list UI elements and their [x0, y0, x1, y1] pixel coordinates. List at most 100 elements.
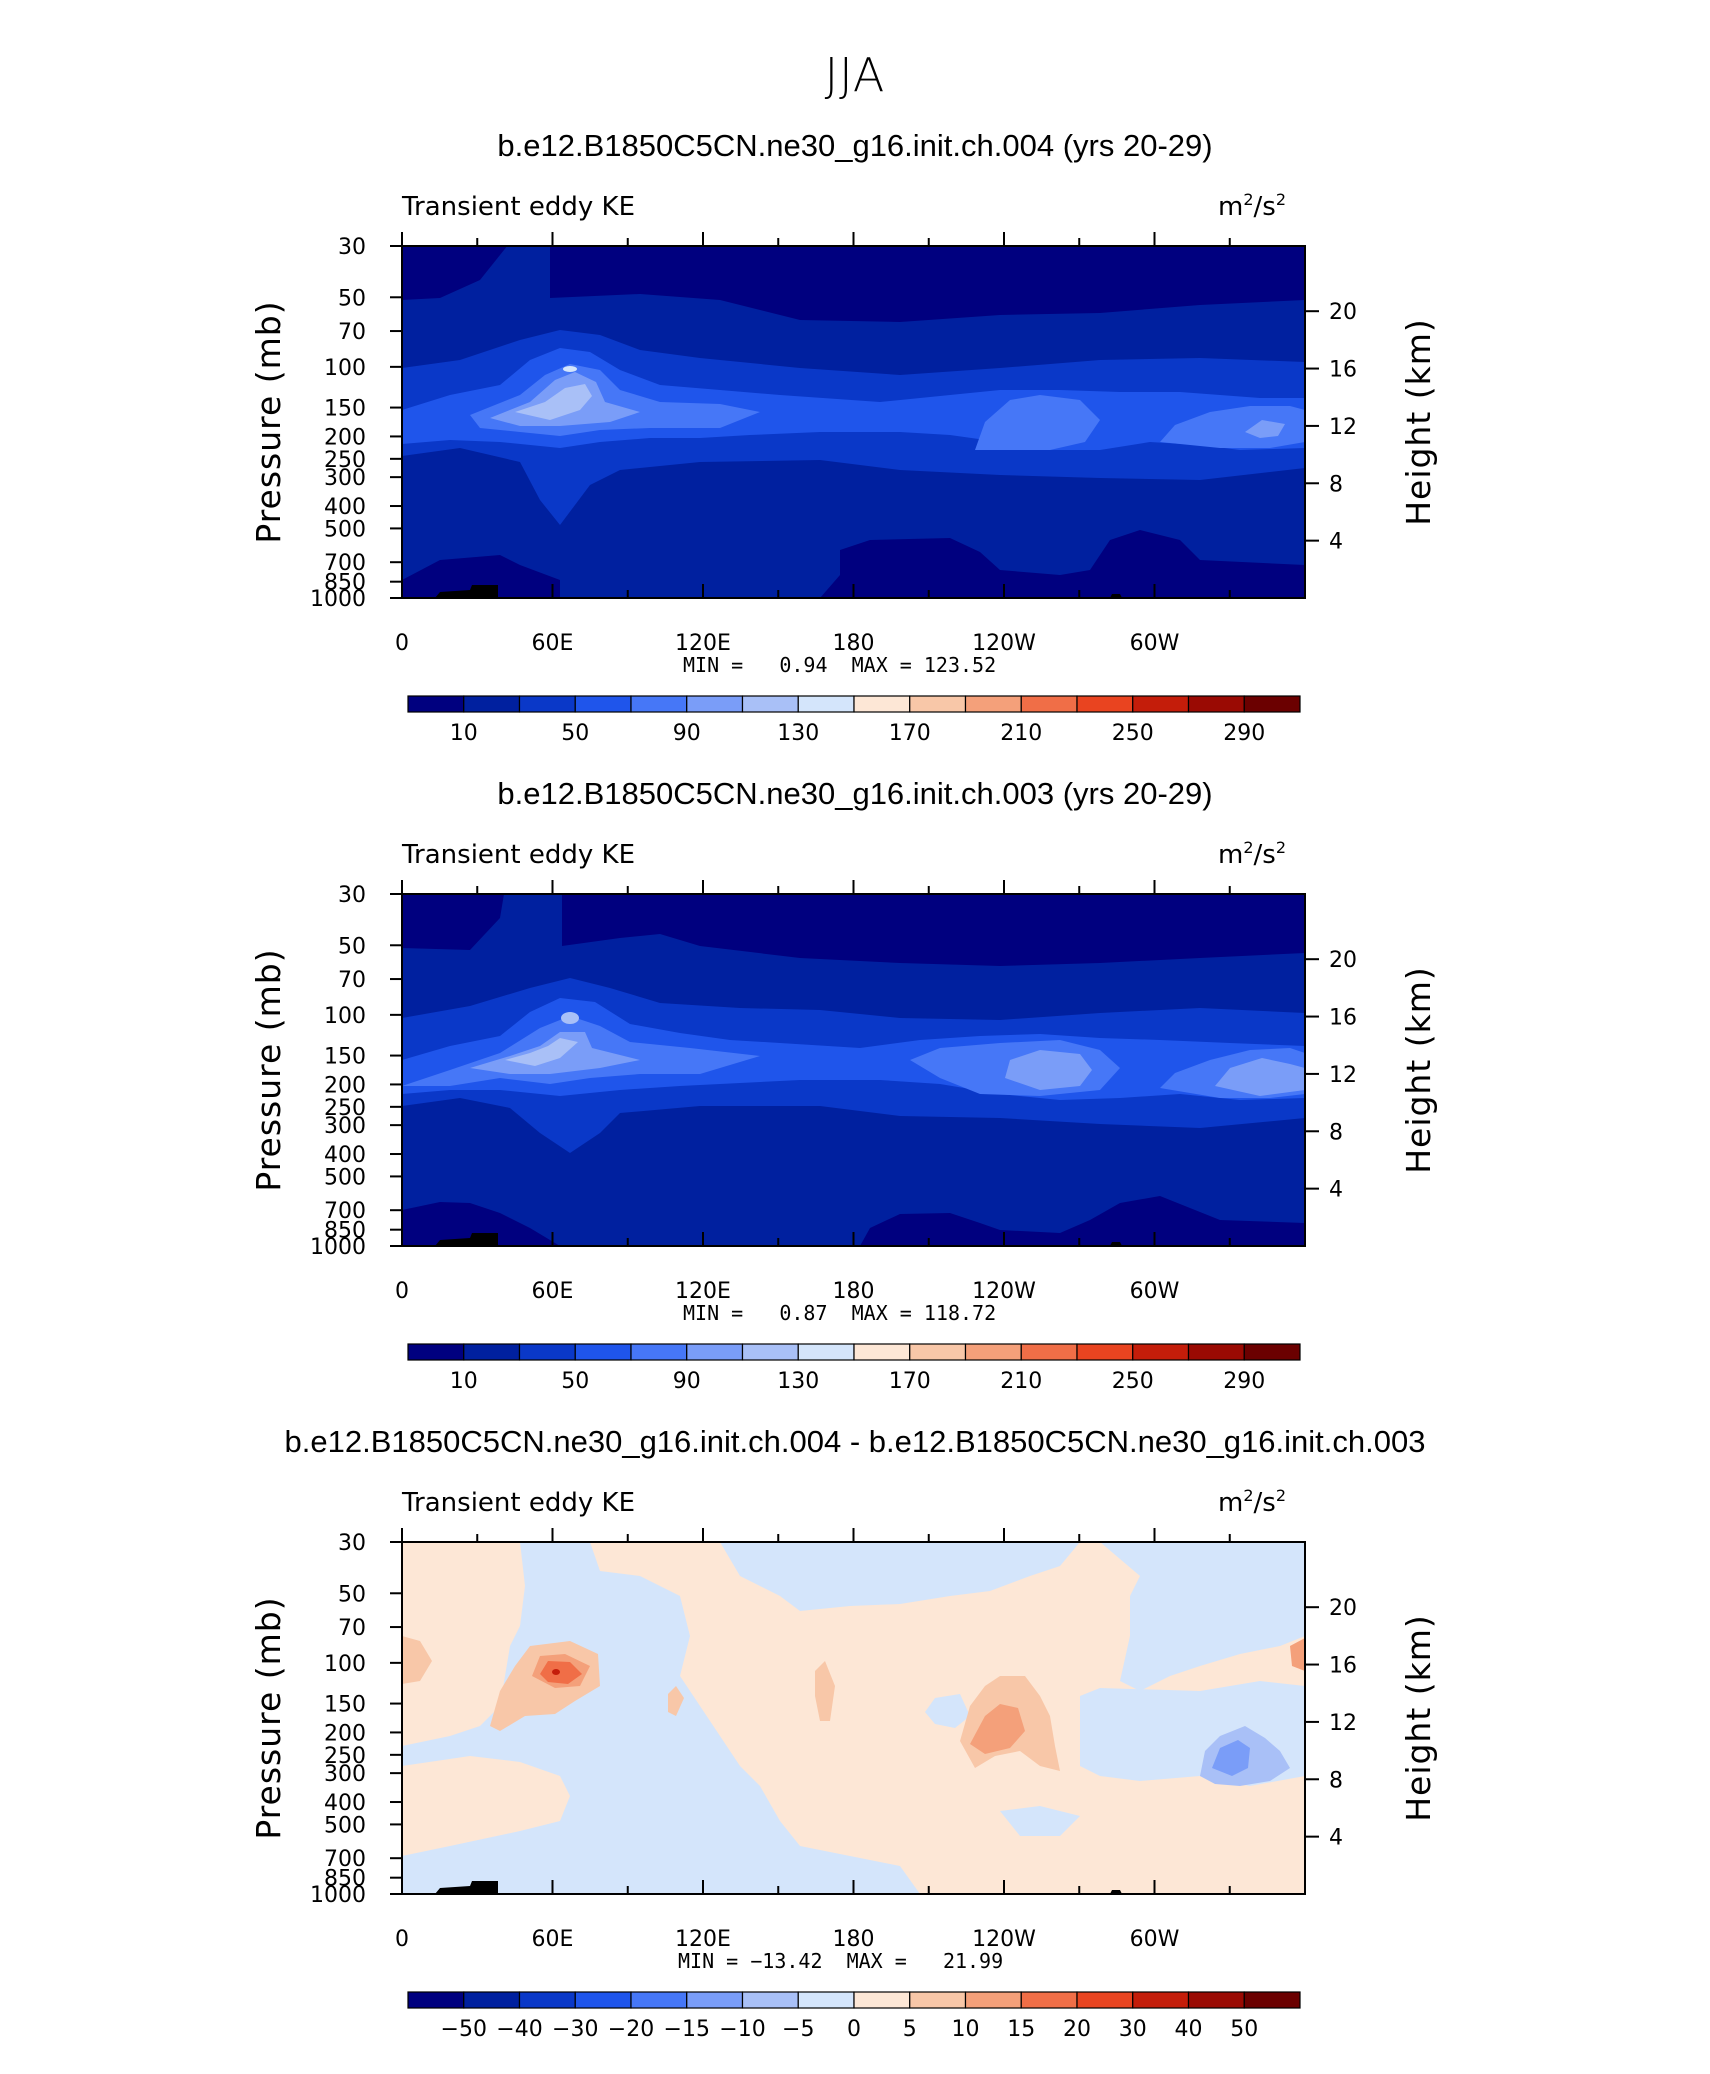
y-tick-label: 200 [324, 425, 366, 450]
x-tick-label: 120E [675, 631, 731, 656]
min-label: MIN = [683, 653, 756, 677]
colorbar-label: 250 [1112, 721, 1154, 746]
x-tick-label: 60W [1130, 1279, 1180, 1304]
colorbar-1: 10 50 90 130 170 210 250 290 [0, 692, 1710, 752]
colorbar-box [1132, 1343, 1190, 1361]
colorbar-box [909, 695, 967, 713]
y-tick-label: 500 [324, 1813, 366, 1838]
colorbar-label: 40 [1175, 2017, 1203, 2042]
x-tick-label: 0 [395, 1279, 409, 1304]
colorbar-box [463, 1343, 521, 1361]
contour-neg-core [1212, 1740, 1250, 1776]
min-value: 0.94 [779, 653, 828, 677]
colorbar-box [1076, 1343, 1134, 1361]
colorbar-label: 50 [561, 721, 589, 746]
contour-upper-dark [402, 246, 1305, 322]
colorbar-box [463, 1991, 521, 2009]
y2-ticks: 20 16 12 8 4 [1305, 1596, 1357, 1851]
y-tick-label: 100 [324, 356, 366, 381]
y-tick-label: 200 [324, 1721, 366, 1746]
y-tick-label: 400 [324, 1143, 366, 1168]
topography-1 [435, 1881, 498, 1894]
y-tick-label: 50 [338, 1582, 366, 1607]
y-tick-label: 100 [324, 1004, 366, 1029]
max-label: MAX = [851, 653, 924, 677]
x-tick-label: 0 [395, 1927, 409, 1952]
x-tick-label: 180 [833, 1927, 875, 1952]
colorbar-box [407, 1343, 465, 1361]
contour-neg-east [720, 1542, 1080, 1611]
colorbar-label: −5 [782, 2017, 814, 2042]
colorbar-1-scale: 10 50 90 130 170 210 250 290 [407, 695, 1301, 746]
min-value: 0.87 [779, 1301, 828, 1325]
x-tick-label: 60E [532, 631, 574, 656]
contour-pos-peak [552, 1669, 560, 1675]
y2-tick-label: 8 [1329, 1120, 1343, 1145]
colorbar-box [463, 695, 521, 713]
y-tick-label: 300 [324, 466, 366, 491]
colorbar-box [407, 1991, 465, 2009]
contour-low-central [820, 530, 1305, 598]
colorbar-label: 10 [450, 721, 478, 746]
panel-1-plot: 0 60E 120E 180 120W 60W 30 50 70 100 150 200250300… [249, 190, 1438, 656]
y-tick-label: 700 [324, 1847, 366, 1872]
left-label: Transient eddy KE [401, 1488, 635, 1518]
contour-peak [561, 1012, 579, 1024]
max-value: 118.72 [923, 1301, 997, 1325]
y2-tick-label: 8 [1329, 1768, 1343, 1793]
colorbar-box [1020, 1991, 1078, 2009]
y-axis-label: Pressure (mb) [249, 948, 288, 1191]
min-label: MIN = [678, 1949, 751, 1973]
colorbar-label: 130 [777, 721, 819, 746]
colorbar-label: 250 [1112, 1369, 1154, 1394]
x-tick-label: 60W [1130, 1927, 1180, 1952]
contour-upper-dark [402, 894, 1305, 966]
y-tick-label: 100 [324, 1652, 366, 1677]
y-tick-label: 300 [324, 1114, 366, 1139]
colorbar-label: 5 [903, 2017, 917, 2042]
max-value: 123.52 [923, 653, 997, 677]
colorbar-label: −10 [719, 2017, 765, 2042]
contour-pos-east-edge [1290, 1638, 1305, 1671]
y-axis-label: Pressure (mb) [249, 1596, 288, 1839]
left-label: Transient eddy KE [401, 840, 635, 870]
colorbar-label: 10 [952, 2017, 980, 2042]
contour-neg-low [1000, 1806, 1080, 1836]
y-tick-label: 1000 [310, 1883, 366, 1908]
contour-jet-max [505, 1038, 578, 1066]
contour-pos-west-edge [402, 1636, 432, 1684]
y-tick-label: 700 [324, 1199, 366, 1224]
y2-tick-label: 4 [1329, 1826, 1343, 1851]
colorbar-2-scale: 10 50 90 130 170 210 250 290 [407, 1343, 1301, 1394]
panel-3-plot: 0 60E 120E 180 120W 60W 30 50 70 100 150 200250300… [249, 1486, 1438, 1952]
y-tick-label: 30 [338, 883, 366, 908]
colorbar-box [1020, 1343, 1078, 1361]
colorbar-label: 90 [673, 1369, 701, 1394]
stats-label: MIN = 0.94 MAX = 123.52 [683, 653, 996, 677]
panel-1-title: b.e12.B1850C5CN.ne30_g16.init.ch.004 (yr… [497, 128, 1213, 163]
y2-tick-label: 12 [1329, 1063, 1357, 1088]
colorbar-box [686, 695, 744, 713]
colorbar-box [741, 1991, 799, 2009]
contour-jet-max [515, 384, 592, 420]
colorbar-box [964, 1991, 1022, 2009]
contour-pos-small [668, 1686, 684, 1716]
colorbar-box [741, 695, 799, 713]
y-tick-label: 500 [324, 517, 366, 542]
x-ticks: 0 60E 120E 180 120W 60W [395, 232, 1231, 656]
colorbar-label: 170 [889, 721, 931, 746]
y-axis-label: Pressure (mb) [249, 300, 288, 543]
colorbar-label: 170 [889, 1369, 931, 1394]
colorbar-box [1187, 1991, 1245, 2009]
y-tick-label: 400 [324, 1791, 366, 1816]
panel-2-title: b.e12.B1850C5CN.ne30_g16.init.ch.003 (yr… [497, 776, 1213, 811]
contour-low-central [860, 1196, 1305, 1246]
contour-pos-pacific-2 [970, 1704, 1025, 1754]
contour-low-west [402, 1202, 560, 1246]
y2-tick-label: 16 [1329, 1654, 1357, 1679]
contour-neg-west [402, 1542, 920, 1894]
y-tick-label: 150 [324, 1045, 366, 1070]
colorbar-label: 50 [561, 1369, 589, 1394]
